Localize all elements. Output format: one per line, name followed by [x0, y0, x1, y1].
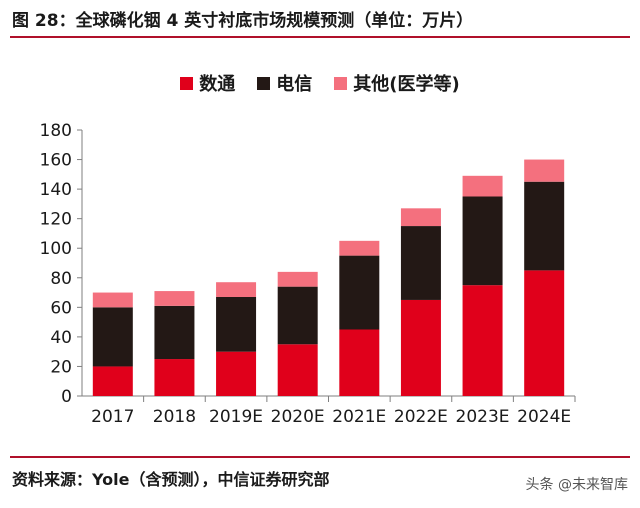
bar-segment — [277, 286, 318, 345]
legend-swatch-other — [334, 76, 348, 90]
source-divider — [10, 456, 630, 458]
legend-label-datacom: 数通 — [199, 74, 236, 95]
legend-item-other: 其他(医学等) — [334, 70, 460, 96]
bar-segment — [524, 159, 565, 182]
source-note: 资料来源：Yole（含预测），中信证券研究部 — [12, 470, 330, 489]
stacked-bar-chart: 0 20 40 60 80 100 120 140 160 180 2017 2018 2019E 202… — [40, 121, 576, 427]
y-tick-label: 180 — [40, 121, 72, 141]
x-tick-label: 2024E — [517, 407, 571, 427]
legend-label-other: 其他(医学等) — [353, 74, 460, 95]
x-tick-label: 2019E — [209, 407, 263, 427]
legend-swatch-telecom — [257, 76, 271, 90]
y-tick-label: 120 — [40, 210, 72, 230]
bar-segment — [400, 208, 441, 227]
y-tick-label: 140 — [40, 180, 72, 200]
bar-segment — [339, 255, 380, 330]
y-tick-label: 20 — [50, 357, 72, 377]
bar-segment — [216, 296, 257, 352]
legend-label-telecom: 电信 — [276, 74, 313, 95]
watermark: 头条 @未来智库 — [525, 477, 628, 493]
y-tick-label: 40 — [50, 328, 72, 348]
chart-legend: 数通 电信 其他(医学等) — [0, 70, 640, 96]
bar-segment — [462, 175, 503, 197]
bar-segment — [92, 366, 133, 396]
legend-swatch-datacom — [180, 76, 194, 90]
x-tick-label: 2017 — [91, 407, 134, 427]
y-tick-label: 0 — [61, 387, 72, 407]
chart-title: 图 28：全球磷化铟 4 英寸衬底市场规模预测（单位：万片） — [12, 11, 474, 31]
bar-segment — [400, 299, 441, 396]
y-tick-label: 160 — [40, 151, 72, 171]
bar-segment — [339, 240, 380, 256]
bar-segment — [524, 270, 565, 396]
x-tick-label: 2018 — [153, 407, 196, 427]
title-divider — [10, 36, 630, 38]
bar-segment — [400, 226, 441, 300]
x-tick-label: 2023E — [456, 407, 510, 427]
bar-segment — [277, 271, 318, 287]
bar-segment — [216, 351, 257, 396]
bar-segment — [216, 282, 257, 297]
y-tick-label: 80 — [50, 269, 72, 289]
bar-segment — [524, 181, 565, 271]
legend-item-telecom: 电信 — [257, 70, 312, 96]
bar-segment — [462, 285, 503, 396]
bar-segment — [92, 307, 133, 367]
bar-segment — [339, 329, 380, 396]
bar-segment — [154, 359, 195, 396]
bar-segment — [154, 305, 195, 360]
bar-segment — [154, 291, 195, 306]
y-tick-label: 60 — [50, 298, 72, 318]
x-tick-label: 2021E — [332, 407, 386, 427]
legend-item-datacom: 数通 — [180, 70, 235, 96]
x-tick-label: 2020E — [271, 407, 325, 427]
bar-segment — [462, 196, 503, 286]
y-tick-label: 100 — [40, 239, 72, 259]
bar-segment — [277, 344, 318, 396]
x-tick-label: 2022E — [394, 407, 448, 427]
bar-segment — [92, 292, 133, 308]
